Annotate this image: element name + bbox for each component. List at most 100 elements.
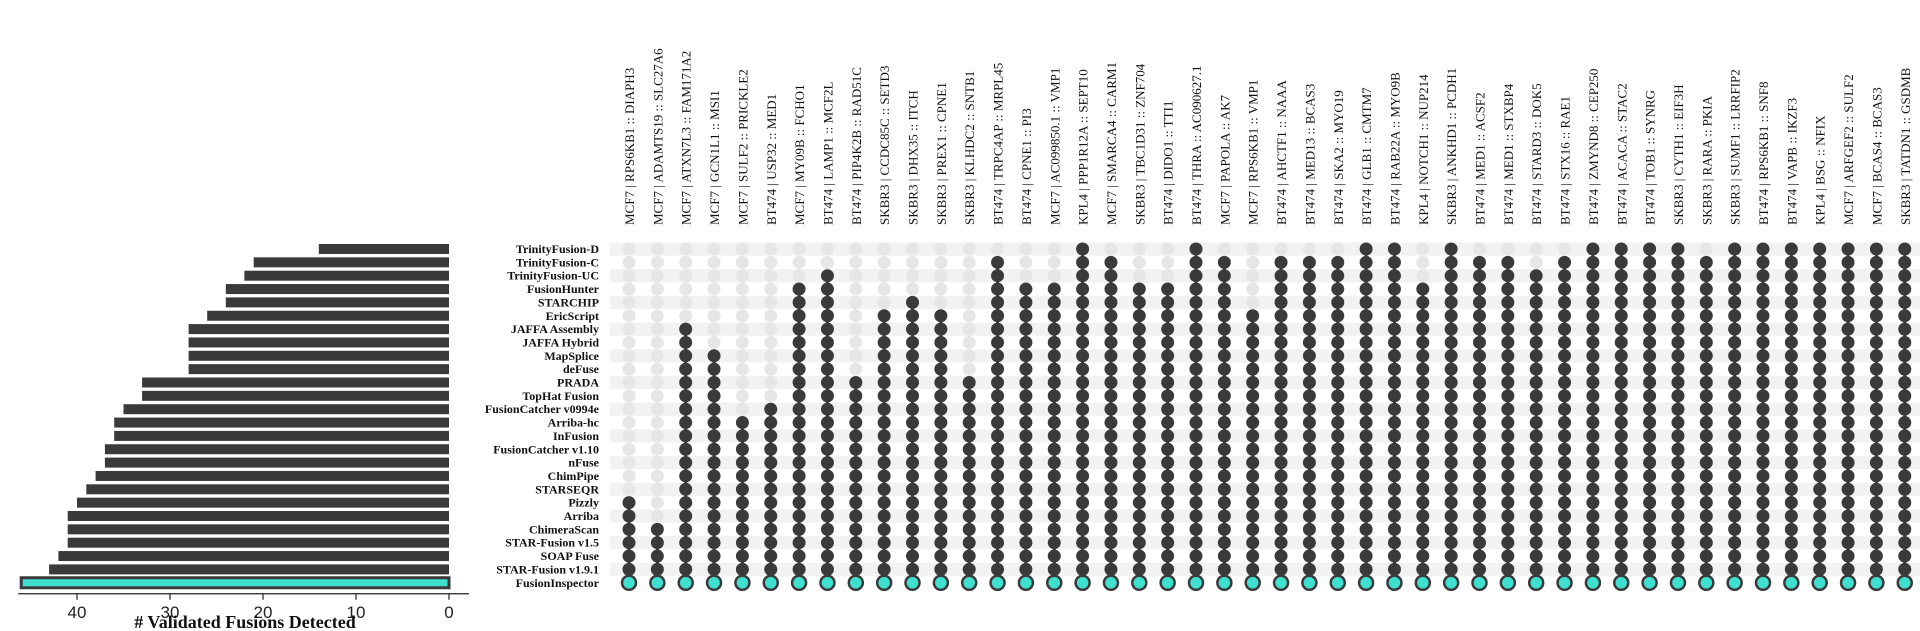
dot-on [1869,389,1883,403]
dot-on [1359,255,1373,269]
dot-on [1047,322,1061,336]
dot-on [1586,255,1600,269]
dot-on [1614,335,1628,349]
dot-off [650,416,664,430]
dot-on [962,496,976,510]
dot-on [1246,562,1260,576]
dot-on [1331,322,1345,336]
dot-on [1728,309,1742,323]
dot-on [991,349,1005,363]
bar-fusioninspector [19,576,451,590]
dot-on [1302,349,1316,363]
method-label: ChimPipe [548,469,600,483]
dot-on [1416,322,1430,336]
dot-on [1217,522,1231,536]
dot-on [1699,522,1713,536]
dot-on [1359,522,1373,536]
dot-on [1898,536,1912,550]
x-tick-label-30: 30 [161,603,180,622]
dot-on [934,362,948,376]
dot-off [735,295,749,309]
dot-on [1274,549,1288,563]
dot-off [1047,255,1061,269]
dot-off [849,282,863,296]
dot-on [877,389,891,403]
dot-on [679,335,693,349]
dot-on [962,536,976,550]
method-label: Pizzly [568,496,599,510]
dot-off [1331,242,1345,256]
dot-off [962,335,976,349]
dot-on [906,536,919,550]
dot-on [735,509,749,523]
dot-on [1614,349,1628,363]
dot-on [1728,456,1742,470]
dot-on [792,282,806,296]
dot-on [1302,509,1316,523]
dot-on [1643,496,1657,510]
dot-on [1104,442,1118,456]
dot-on [1132,549,1146,563]
method-label: FusionHunter [527,282,600,296]
dot-on [934,349,948,363]
dot-on [1699,309,1713,323]
dot-on [1302,255,1316,269]
dot-on [1076,376,1090,389]
dot-on [877,509,891,523]
dot-on [1784,255,1798,269]
dot-on [934,522,948,536]
dot-off [1132,242,1146,256]
method-label: TrinityFusion-UC [507,269,599,283]
dot-off [1047,242,1061,256]
bar-chimerascan [67,524,449,535]
dot-on [1671,402,1685,416]
dot-fusioninspector [1414,574,1432,591]
dot-on [1784,549,1798,563]
dot-on [1529,442,1543,456]
dot-on [1246,456,1260,470]
dot-on [1274,309,1288,323]
dot-on [906,522,919,536]
dot-on [1473,389,1486,403]
dot-on [991,416,1005,430]
dot-on [820,482,834,496]
dot-fusioninspector [1499,574,1517,591]
dot-on [1387,496,1401,510]
dot-on [1586,362,1600,376]
dot-on [1728,376,1742,389]
dot-on [1813,469,1827,483]
dot-on [1558,482,1572,496]
dot-on [1189,335,1203,349]
dot-on [991,362,1005,376]
dot-on [849,469,863,483]
dot-off [764,242,778,256]
dot-on [764,536,778,550]
dot-fusioninspector [1329,574,1346,591]
dot-off [622,362,636,376]
dot-on [991,482,1005,496]
dot-off [650,389,664,403]
dot-on [792,496,806,510]
dot-on [1671,295,1685,309]
dot-on [1614,509,1628,523]
dot-on [1274,536,1288,550]
dot-on [1217,389,1231,403]
dot-on [1473,482,1486,496]
bar-fusioncatcher-v0994e [123,404,449,415]
dot-on [1047,376,1061,389]
dot-on [1529,322,1543,336]
dot-off [707,282,721,296]
dot-on [1586,509,1600,523]
dot-on [1643,429,1657,443]
dot-on [906,309,919,323]
dot-on [1444,242,1458,256]
dot-on [877,335,891,349]
dot-on [792,522,806,536]
dot-on [1047,389,1061,403]
dot-on [906,362,919,376]
dot-on [1671,482,1685,496]
dot-on [1302,389,1316,403]
dot-on [1586,536,1600,550]
dot-on [1643,376,1657,389]
dot-off [1274,242,1288,256]
